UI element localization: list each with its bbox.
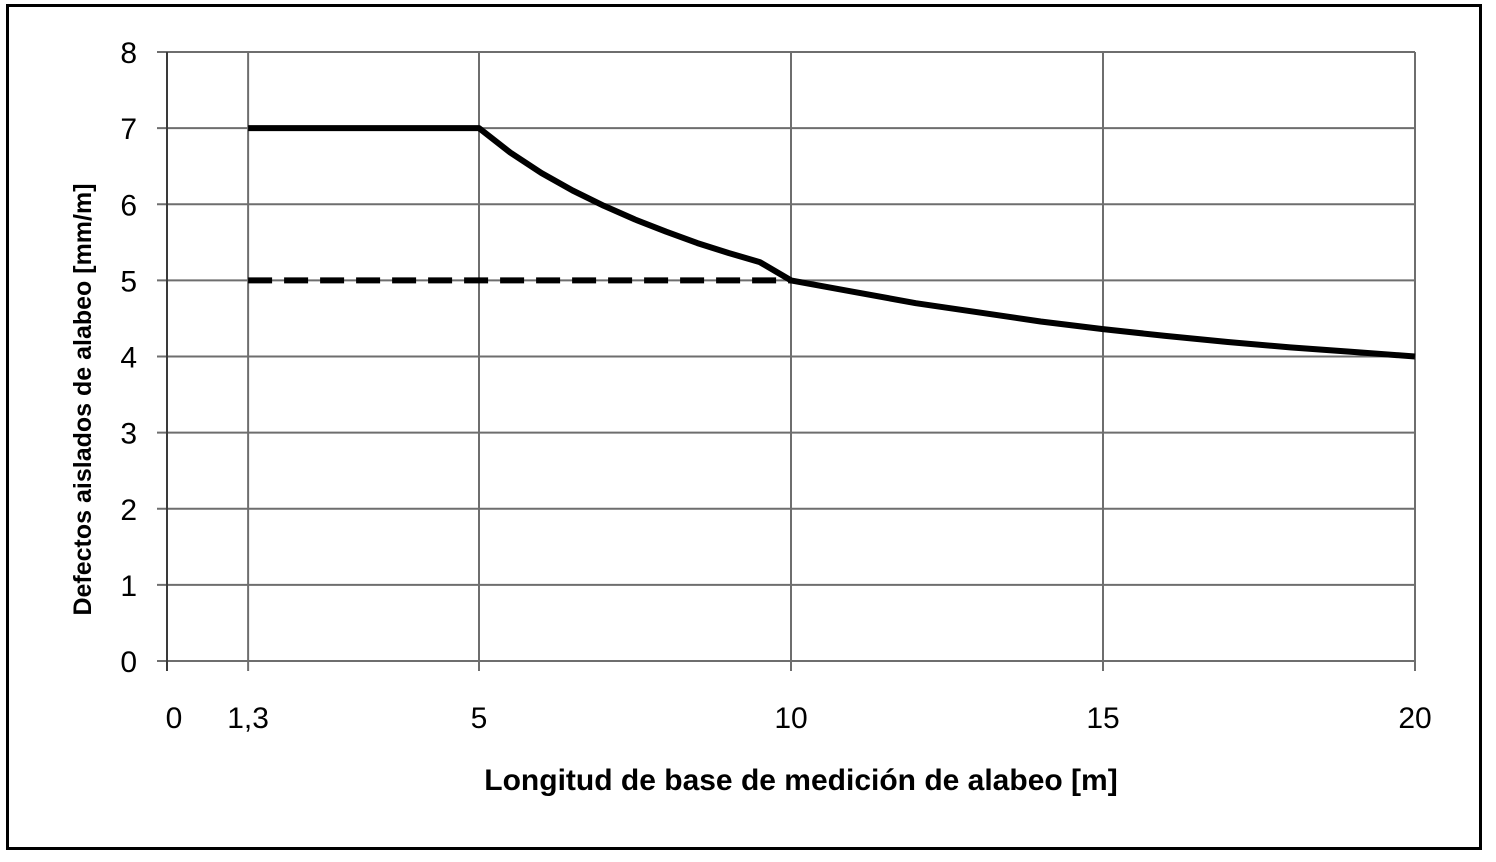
x-tick-label: 15 <box>1086 702 1119 735</box>
y-axis-title: Defectos aislados de alabeo [mm/m] <box>69 183 97 615</box>
y-tick-label: 3 <box>120 418 137 451</box>
x-tick-label: 5 <box>471 702 488 735</box>
x-tick-label: 20 <box>1398 702 1431 735</box>
grid <box>157 51 1416 671</box>
y-tick-label: 7 <box>120 113 137 146</box>
x-tick-label: 0 <box>166 702 183 735</box>
y-tick-label: 0 <box>120 646 137 679</box>
y-tick-label: 4 <box>120 342 137 375</box>
x-tick-label: 10 <box>774 702 807 735</box>
line-chart: 0 1 2 3 4 5 6 7 8 0 1,3 5 10 15 20 Longitud de base de… <box>69 37 1432 797</box>
y-tick-label: 6 <box>120 189 137 222</box>
x-tick-label: 1,3 <box>227 702 269 735</box>
y-tick-label: 5 <box>120 265 137 298</box>
series-layer <box>248 125 1416 360</box>
chart-frame: 0 1 2 3 4 5 6 7 8 0 1,3 5 10 15 20 Longitud de base de… <box>6 4 1482 850</box>
tick-labels: 0 1 2 3 4 5 6 7 8 0 1,3 5 10 15 20 <box>120 37 1431 735</box>
y-tick-label: 8 <box>120 37 137 70</box>
solid-series-line <box>248 125 1416 360</box>
y-tick-label: 1 <box>120 570 137 603</box>
y-tick-label: 2 <box>120 494 137 527</box>
x-axis-title: Longitud de base de medición de alabeo [… <box>484 764 1117 797</box>
